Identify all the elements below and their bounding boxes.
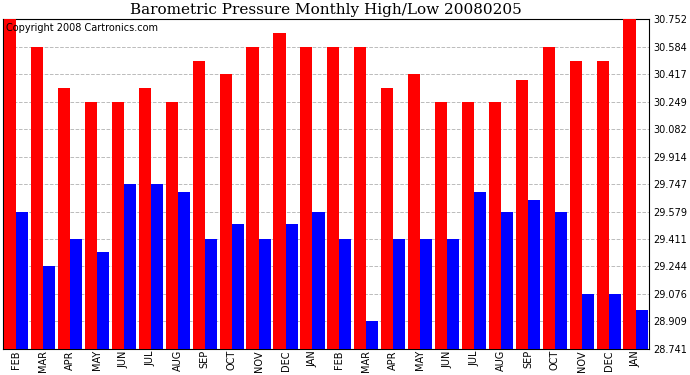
Bar — [124, 184, 136, 349]
Bar — [570, 61, 582, 349]
Bar — [193, 61, 205, 349]
Bar — [543, 47, 555, 349]
Bar — [635, 310, 648, 349]
Bar — [232, 225, 244, 349]
Bar — [286, 225, 297, 349]
Bar — [528, 200, 540, 349]
Bar — [515, 80, 528, 349]
Bar — [624, 20, 635, 349]
Bar — [420, 239, 432, 349]
Bar — [597, 61, 609, 349]
Bar — [393, 239, 405, 349]
Bar — [339, 239, 351, 349]
Bar — [474, 192, 486, 349]
Bar — [313, 211, 324, 349]
Bar — [462, 102, 474, 349]
Bar — [58, 88, 70, 349]
Bar — [219, 74, 232, 349]
Bar — [447, 239, 460, 349]
Bar — [555, 211, 567, 349]
Bar — [489, 102, 501, 349]
Text: Copyright 2008 Cartronics.com: Copyright 2008 Cartronics.com — [6, 22, 158, 33]
Bar — [205, 239, 217, 349]
Bar — [273, 33, 286, 349]
Bar — [31, 47, 43, 349]
Bar — [300, 47, 313, 349]
Bar — [97, 252, 109, 349]
Bar — [43, 266, 55, 349]
Bar — [139, 88, 151, 349]
Bar — [259, 239, 270, 349]
Bar — [17, 211, 28, 349]
Bar — [381, 88, 393, 349]
Bar — [112, 102, 124, 349]
Bar — [178, 192, 190, 349]
Bar — [408, 74, 420, 349]
Bar — [366, 321, 378, 349]
Bar — [70, 239, 82, 349]
Bar — [582, 294, 594, 349]
Bar — [501, 211, 513, 349]
Bar — [166, 102, 178, 349]
Bar — [354, 47, 366, 349]
Bar — [609, 294, 621, 349]
Bar — [435, 102, 447, 349]
Bar — [85, 102, 97, 349]
Bar — [327, 47, 339, 349]
Bar — [4, 20, 17, 349]
Bar — [246, 47, 259, 349]
Bar — [151, 184, 163, 349]
Title: Barometric Pressure Monthly High/Low 20080205: Barometric Pressure Monthly High/Low 200… — [130, 3, 522, 17]
